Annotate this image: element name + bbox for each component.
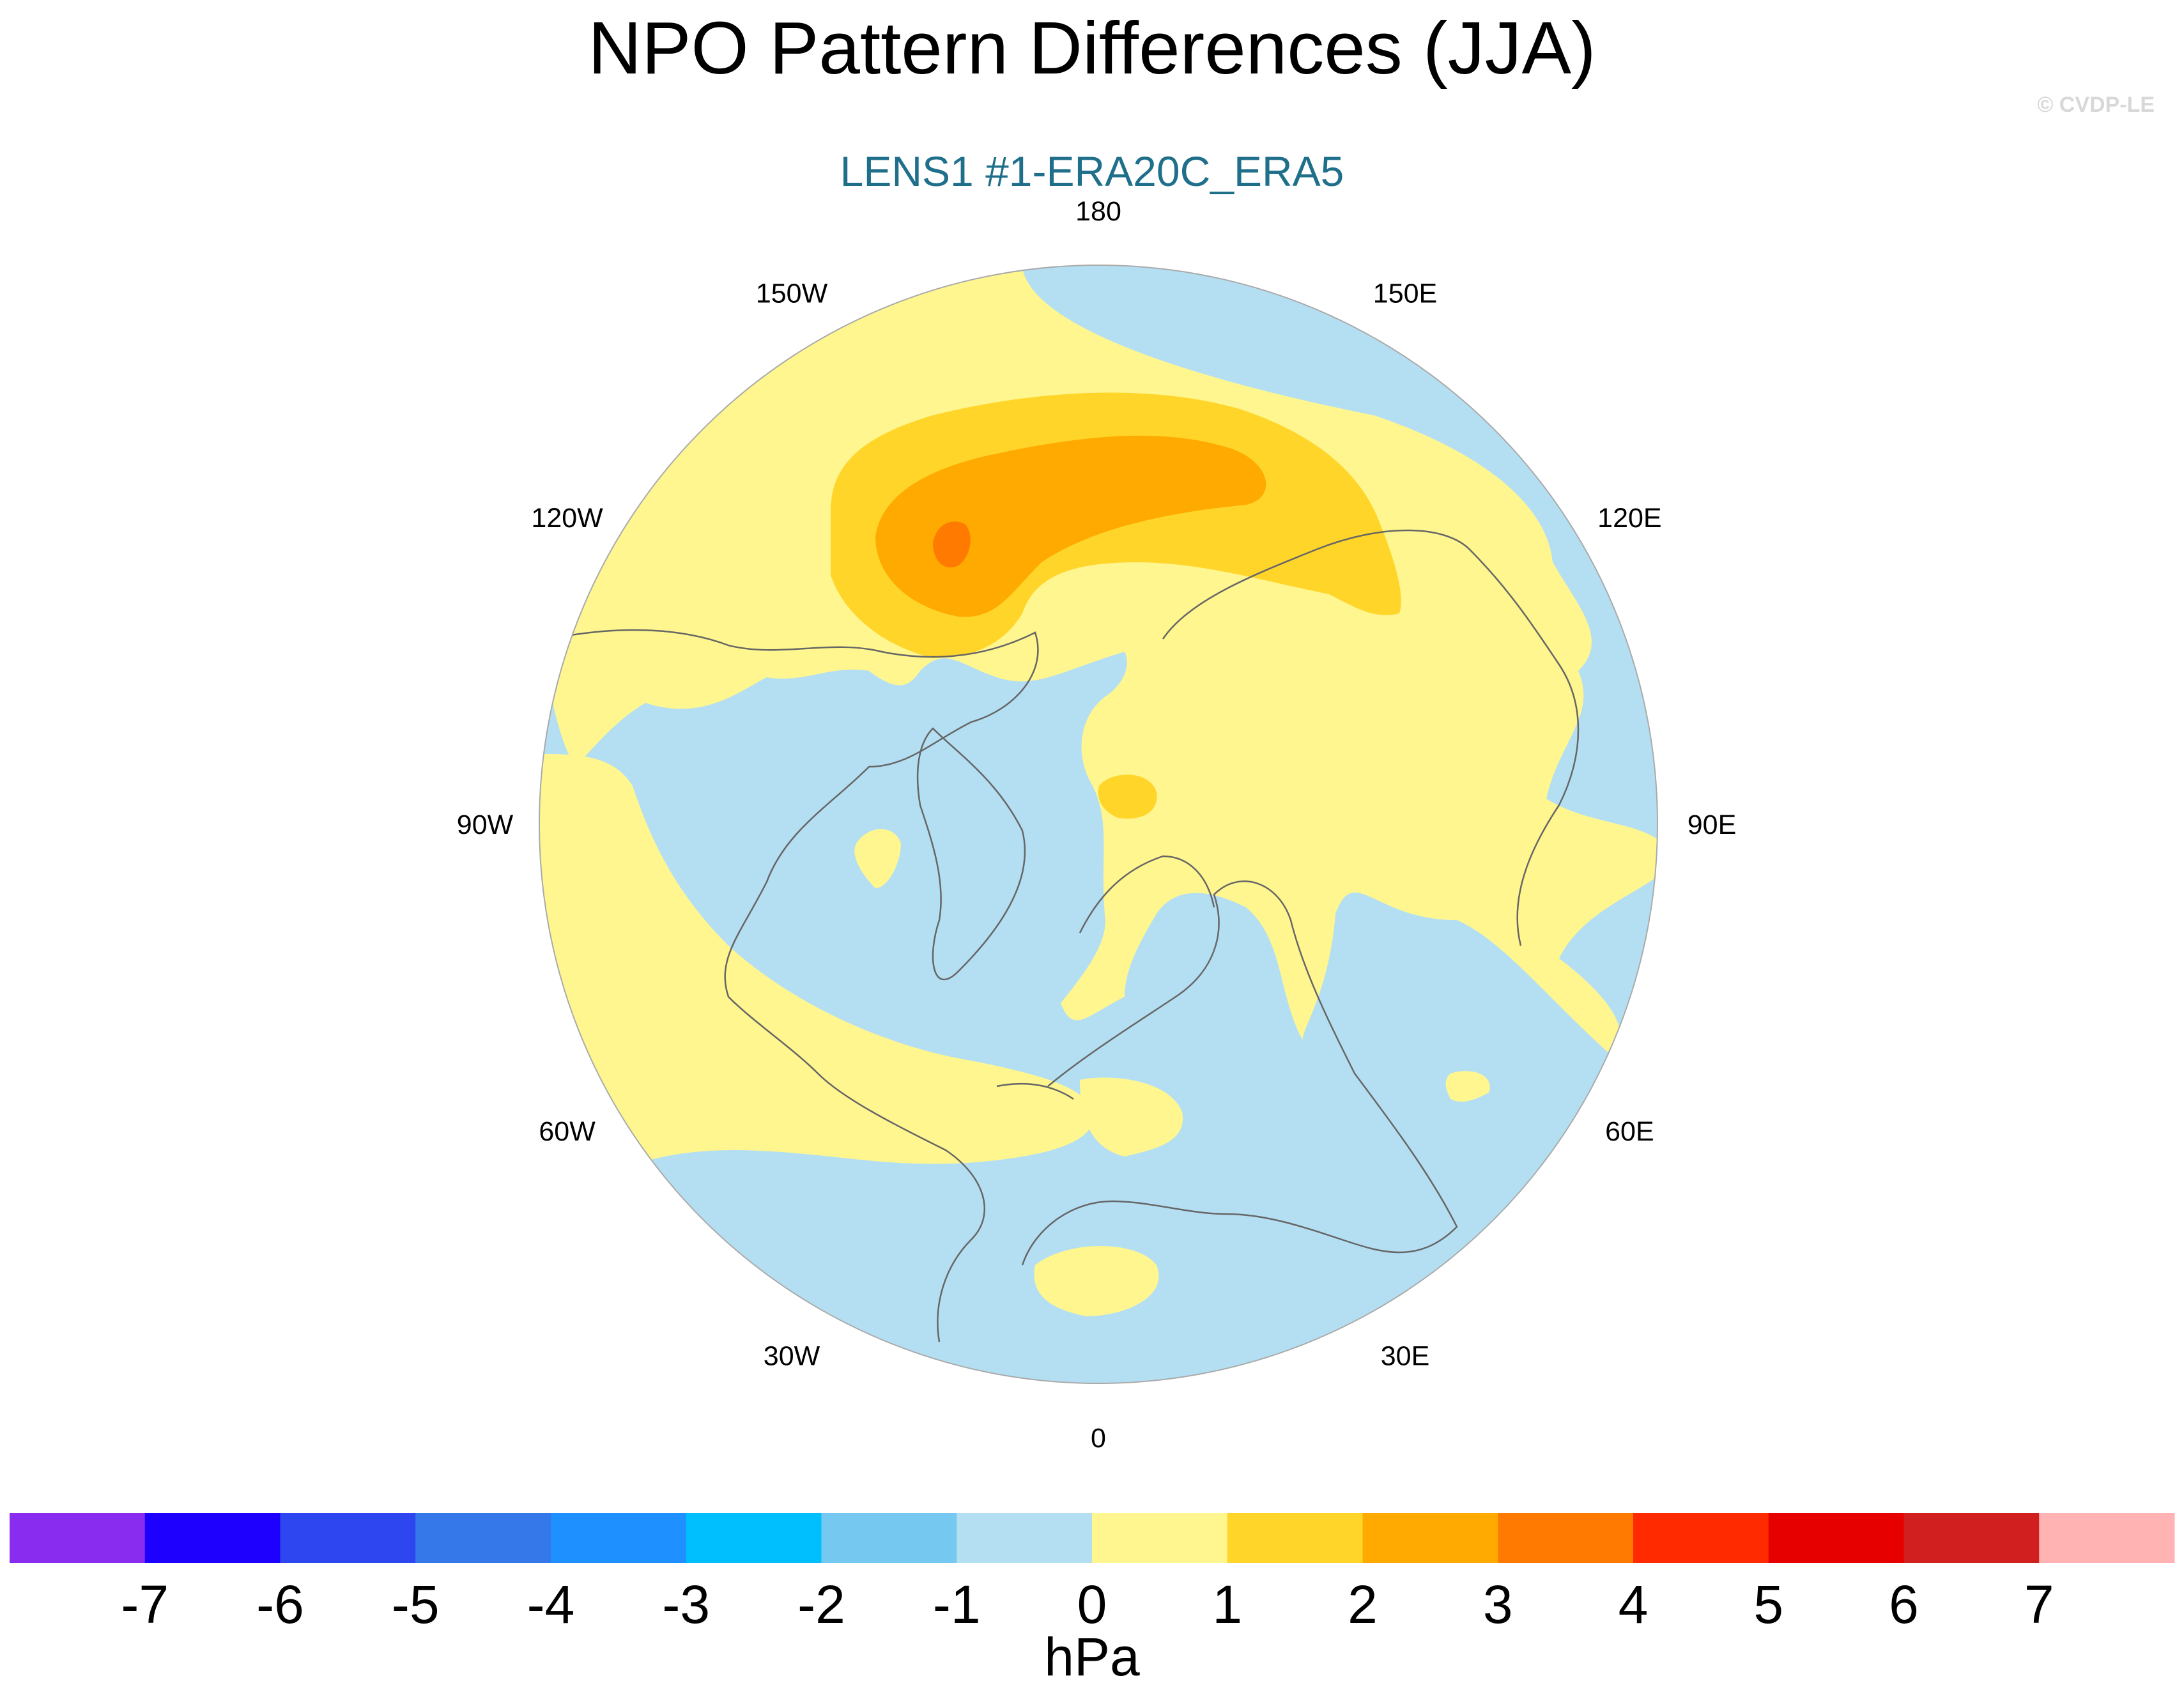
- map-field: [539, 265, 1657, 1383]
- colorbar-tick-label: -3: [662, 1574, 710, 1634]
- longitude-label: 60W: [539, 1116, 596, 1147]
- coastlines: [549, 529, 1580, 1342]
- longitude-label: 90E: [1688, 810, 1737, 840]
- colorbar-box: [1498, 1513, 1634, 1563]
- colorbar-box: [10, 1513, 146, 1563]
- field-pos-0-1-greenland: [854, 829, 901, 888]
- colorbar-tick-label: -7: [121, 1574, 169, 1634]
- field-pos-0-1-africa: [1034, 1246, 1159, 1316]
- colorbar-box: [1633, 1513, 1769, 1563]
- colorbar-tick-label: 4: [1619, 1574, 1649, 1634]
- longitude-label: 150E: [1373, 279, 1437, 309]
- longitude-label: 120E: [1597, 503, 1661, 534]
- colorbar-tick-label: -4: [527, 1574, 575, 1634]
- colorbar-tick-label: -1: [933, 1574, 981, 1634]
- field-pos-3-4: [933, 521, 971, 568]
- colorbar-tick-label: 7: [2024, 1574, 2054, 1634]
- colorbar-box: [551, 1513, 687, 1563]
- colorbar-tick-label: -5: [392, 1574, 440, 1634]
- longitude-label: 30E: [1381, 1341, 1430, 1371]
- colorbar-tick-label: 2: [1348, 1574, 1378, 1634]
- colorbar-box: [144, 1513, 281, 1563]
- longitude-label: 120W: [531, 503, 603, 534]
- field-pos-0-1-asia: [1445, 1071, 1490, 1102]
- colorbar-box: [280, 1513, 416, 1563]
- colorbar-tick-label: -6: [256, 1574, 304, 1634]
- colorbar-tick-labels: -7 -6 -5 -4 -3 -2 -1 0 1 2 3 4 5 6 7: [121, 1574, 2054, 1634]
- colorbar-box: [957, 1513, 1093, 1563]
- colorbar-box: [821, 1513, 957, 1563]
- colorbar-tick-label: 5: [1753, 1574, 1783, 1634]
- colorbar-box: [2039, 1513, 2175, 1563]
- longitude-label: 0: [1091, 1423, 1106, 1454]
- colorbar-tick-label: -2: [797, 1574, 845, 1634]
- chart-title: NPO Pattern Differences (JJA): [588, 6, 1596, 89]
- polar-map: 180 150E 120E 90E 60E 30E 0 30W 60W 90W 120W 150W: [457, 196, 1736, 1454]
- colorbar-box: [1092, 1513, 1228, 1563]
- field-pos-2-3: [875, 435, 1266, 617]
- longitude-label: 60E: [1605, 1116, 1654, 1147]
- field-pos-0-1-pacific: [539, 265, 1657, 1054]
- colorbar-box: [686, 1513, 822, 1563]
- colorbar-box: [1362, 1513, 1498, 1563]
- longitude-label: 150W: [756, 279, 828, 309]
- colorbar-tick-label: 6: [1889, 1574, 1919, 1634]
- colorbar-box: [415, 1513, 551, 1563]
- colorbar-box: [1227, 1513, 1363, 1563]
- colorbar-boxes: [10, 1513, 2175, 1563]
- field-pos-0-1-europe: [1080, 1077, 1183, 1157]
- longitude-label: 180: [1075, 196, 1121, 227]
- longitude-labels: 180 150E 120E 90E 60E 30E 0 30W 60W 90W 120W 150W: [457, 196, 1736, 1454]
- colorbar-tick-label: 3: [1483, 1574, 1513, 1634]
- longitude-label: 90W: [457, 810, 514, 840]
- colorbar-tick-label: 1: [1212, 1574, 1242, 1634]
- colorbar-box: [1903, 1513, 2040, 1563]
- colorbar-units: hPa: [1044, 1627, 1140, 1687]
- colorbar-box: [1768, 1513, 1904, 1563]
- longitude-label: 30W: [764, 1341, 820, 1371]
- credit-watermark: © CVDP-LE: [2037, 93, 2155, 117]
- colorbar-tick-label: 0: [1077, 1574, 1107, 1634]
- chart-subtitle: LENS1 #1-ERA20C_ERA5: [840, 148, 1344, 195]
- map-boundary: [539, 265, 1658, 1384]
- field-pos-0-1-atlantic: [539, 754, 1094, 1188]
- field-pos-1-2-arctic: [1098, 774, 1157, 819]
